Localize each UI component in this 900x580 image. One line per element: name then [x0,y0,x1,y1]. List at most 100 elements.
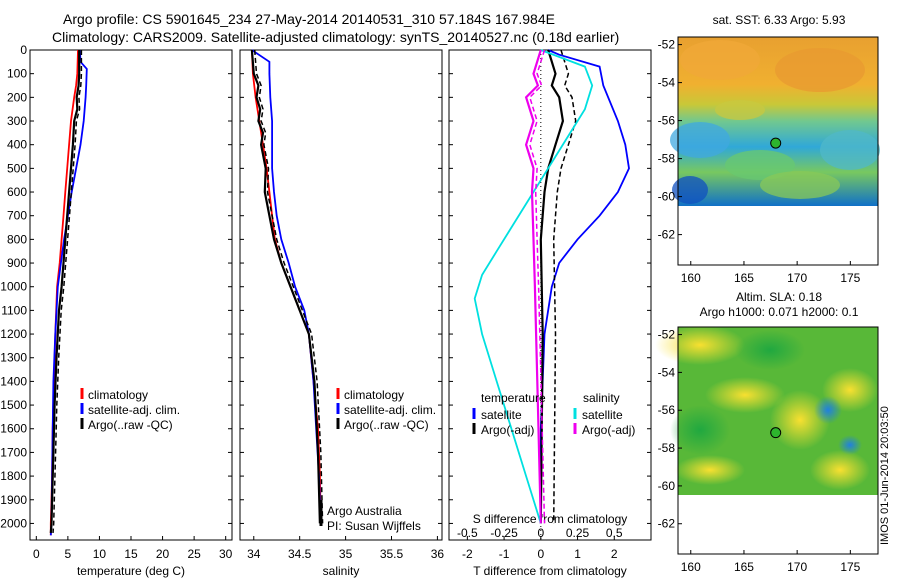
depth-tick-label: 2000 [0,516,27,530]
depth-tick-label: 100 [7,67,27,81]
s-difference-label: S difference from climatology [473,512,628,526]
depth-tick-label: 1100 [1,303,27,317]
depth-tick-label: 800 [7,232,27,246]
sla-texture-patch [810,450,870,490]
depth-tick-label: 900 [7,256,27,270]
salinity-series-0 [251,49,322,524]
depth-tick-label: 1400 [0,374,27,388]
differences-panel: -2 -1 0 1 2 T difference from climatology -0.5… [448,49,652,578]
map-lon-label: 175 [840,560,860,574]
map-lat-label: -52 [658,328,676,342]
differences-series-3 [524,49,542,524]
depth-tick-label: 1000 [0,280,27,294]
x-tick-label: 35 [339,547,353,561]
sst-texture-patch [672,176,708,204]
figure-subtitle: Climatology: CARS2009. Satellite-adjuste… [52,29,619,45]
map-lat-label: -54 [658,76,676,90]
differences-series-1 [539,49,565,524]
depth-tick-label: 700 [7,209,27,223]
depth-tick-label: 300 [7,114,27,128]
legend-header: salinity [583,391,620,405]
map-lat-label: -58 [658,441,676,455]
annotation-text: PI: Susan Wijffels [327,519,421,533]
legend-label: climatology [344,388,404,402]
depth-tick-label: 0 [20,43,27,57]
legend-label: Argo(-adj) [481,423,534,437]
map-lon-label: 170 [787,560,807,574]
depth-tick-label: 1600 [0,422,27,436]
depth-tick-label: 1900 [0,493,27,507]
map-lat-label: -52 [658,38,676,52]
sst-map-axes: -52 -54 -56 -58 -60 -62 160 165 170 175 [658,38,861,285]
annotation-text: Argo Australia [327,504,402,518]
map-lon-label: 160 [681,271,701,285]
legend-label: Argo(..raw -QC) [88,418,173,432]
legend-header: temperature [481,391,546,405]
map-lat-label: -60 [658,479,676,493]
salinity-series-1 [251,49,322,524]
sst-texture-patch [760,171,840,199]
salinity-xlabel: salinity [323,564,360,578]
depth-tick-label: 1500 [0,398,27,412]
map-lat-label: -62 [658,517,676,531]
legend-label: Argo(-adj) [582,423,635,437]
legend-label: Argo(..raw -QC) [344,418,429,432]
depth-tick-label: 1200 [0,327,27,341]
map-lat-label: -56 [658,114,676,128]
depth-tick-label: 500 [7,161,27,175]
differences-series-2 [473,49,594,524]
sst-texture-patch [725,150,795,180]
legend-label: climatology [88,388,148,402]
x-tick-label: 20 [156,547,170,561]
x-tick-label: 2 [611,547,618,561]
map-lat-label: -58 [658,152,676,166]
map-lat-label: -60 [658,190,676,204]
sla-texture-patch [735,330,805,370]
depth-tick-label: 600 [7,185,27,199]
differences-xlabel: T difference from climatology [473,564,627,578]
argo-location-marker [770,427,782,439]
sla-map-frame [677,326,879,555]
salinity-series-2 [250,49,321,524]
sla-map: Altim. SLA: 0.18 Argo h1000: 0.071 h2000… [655,290,879,574]
temperature-xlabel: temperature (deg C) [77,564,185,578]
sst-no-data [678,206,878,265]
temperature-panel: 0100200300400500600700800900100011001200… [0,43,232,578]
x-tick-label: 36 [431,547,445,561]
sst-map-title: sat. SST: 6.33 Argo: 5.93 [713,13,846,27]
sla-map-axes: -52 -54 -56 -58 -60 -62 160 165 170 175 [658,328,861,574]
salinity-panel: 34 34.5 35 35.5 36 salinity climatologysatelli… [239,49,445,578]
depth-tick-label: 1300 [0,351,27,365]
figure-title: Argo profile: CS 5901645_234 27-May-2014… [63,11,555,27]
sla-texture-patch [814,396,842,424]
sst-texture-patch [775,48,865,92]
sst-texture-patch [670,122,730,158]
sst-map: sat. SST: 6.33 Argo: 5.93 -52 -54 -56 -58 -6… [658,13,880,285]
depth-tick-label: 1700 [0,445,27,459]
profile-panels: 0100200300400500600700800900100011001200… [0,43,652,578]
map-lat-label: -54 [658,365,676,379]
s-tick-label: -0.5 [457,526,478,540]
argo-location-marker [770,137,782,149]
sst-texture-patch [715,100,765,120]
s-tick-label: -0.25 [490,526,518,540]
sla-map-title: Altim. SLA: 0.18 [736,290,822,304]
temperature-series-2 [49,50,81,533]
s-tick-label: 0.25 [566,526,590,540]
legend-label: satellite [582,408,623,422]
x-tick-label: 30 [219,547,233,561]
depth-tick-label: 200 [7,90,27,104]
differences-series-0 [539,49,630,524]
legend-label: satellite [481,408,522,422]
salinity-frame [239,49,443,541]
temperature-series-2-raw [52,50,83,533]
sla-map-subtitle: Argo h1000: 0.071 h2000: 0.1 [700,305,859,319]
depth-tick-label: 1800 [0,469,27,483]
x-tick-label: 35.5 [380,547,404,561]
map-lat-label: -56 [658,403,676,417]
x-tick-label: 1 [574,547,581,561]
map-lon-label: 165 [734,271,754,285]
x-tick-label: 0 [33,547,40,561]
sla-no-data [678,495,878,554]
depth-tick-label: 400 [7,138,27,152]
